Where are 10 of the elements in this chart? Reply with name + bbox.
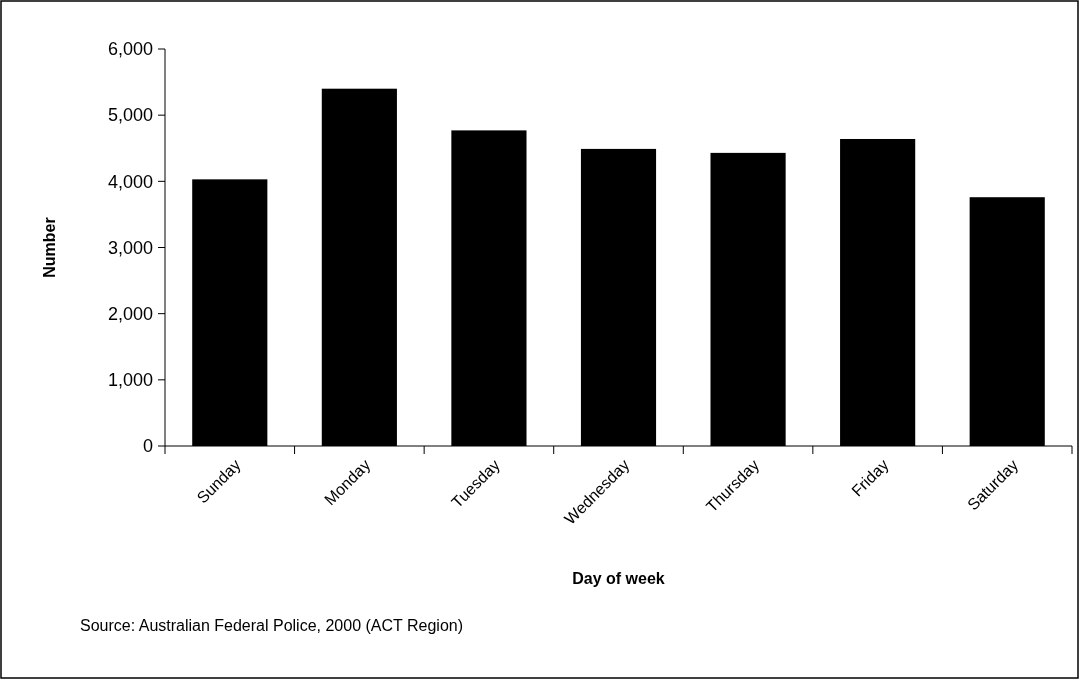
y-tick-label: 2,000 bbox=[107, 303, 153, 324]
y-tick-label: 0 bbox=[142, 436, 153, 457]
y-tick-label: 3,000 bbox=[107, 237, 153, 258]
source-note: Source: Australian Federal Police, 2000 (ACT Region) bbox=[80, 617, 464, 634]
y-tick-label: 6,000 bbox=[107, 39, 153, 60]
y-axis-title: Number bbox=[41, 217, 58, 278]
y-tick-label: 4,000 bbox=[107, 171, 153, 192]
y-tick-label: 5,000 bbox=[107, 105, 153, 126]
y-tick-label: 1,000 bbox=[107, 370, 153, 391]
x-axis-title: Day of week bbox=[572, 570, 665, 587]
